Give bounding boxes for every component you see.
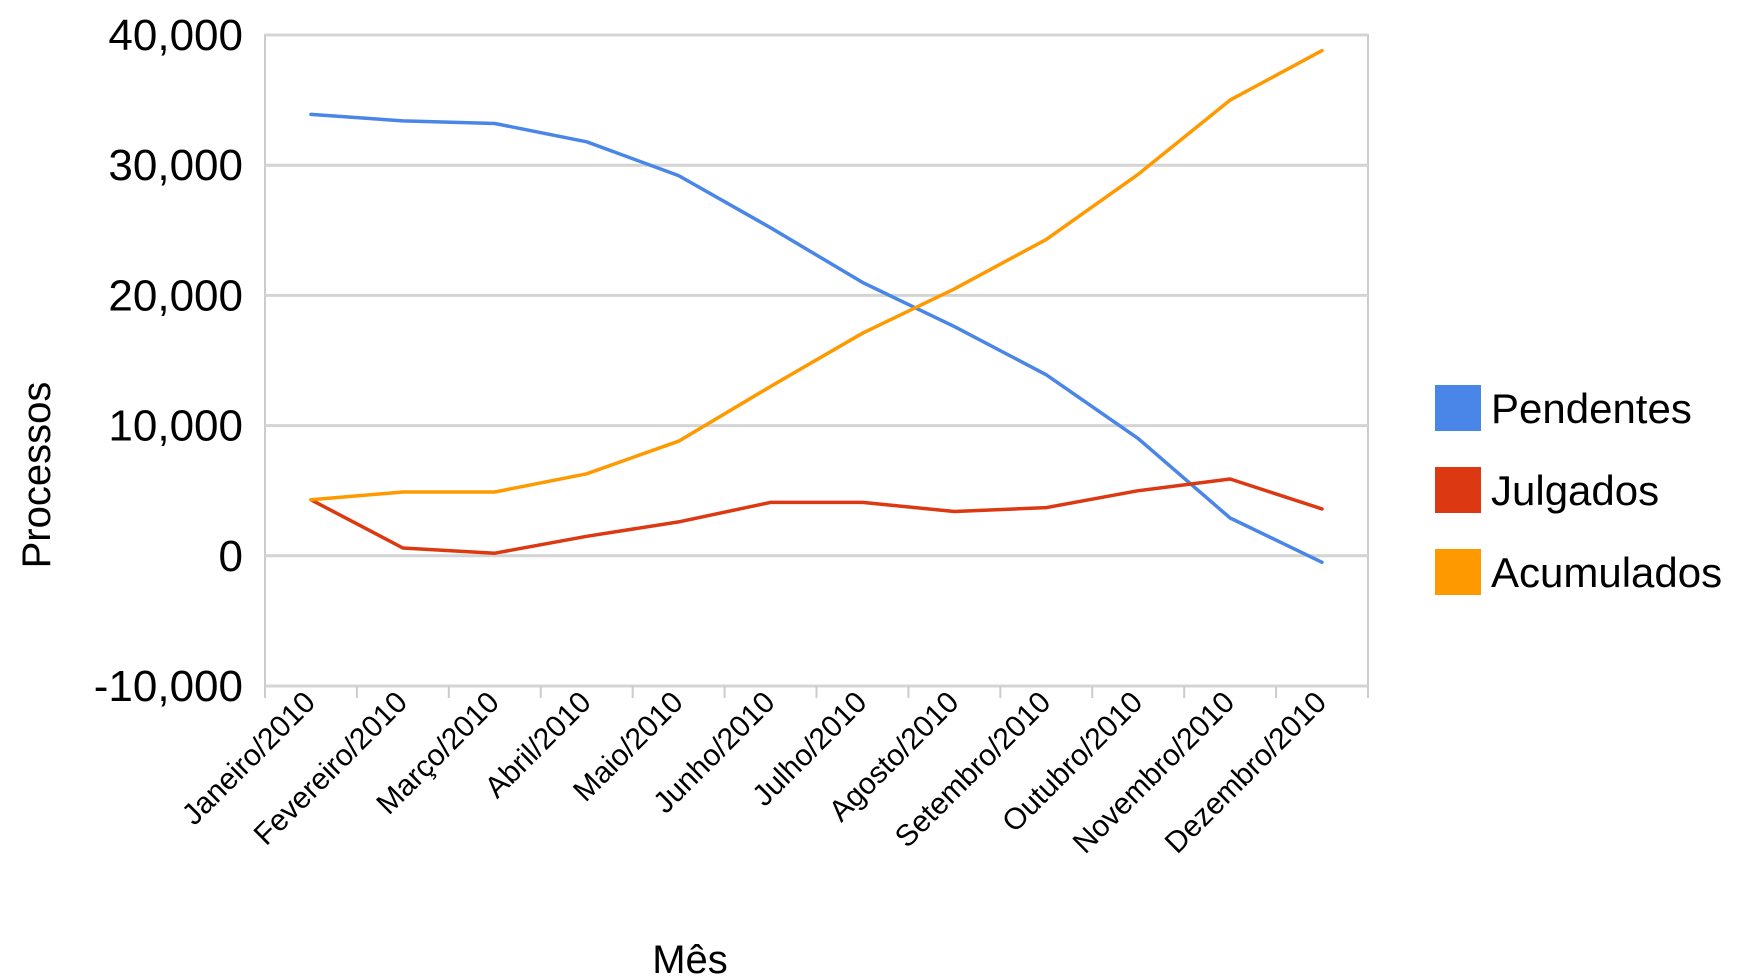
- y-tick-label: 30,000: [108, 141, 243, 190]
- y-tick-label: 20,000: [108, 271, 243, 320]
- x-tick-label: Dezembro/2010: [1159, 686, 1333, 860]
- series-line-julgados: [309, 477, 1324, 555]
- legend-swatch: [1435, 467, 1481, 513]
- legend-swatch: [1435, 385, 1481, 431]
- y-tick-label: 0: [219, 532, 243, 581]
- legend-item-pendentes: Pendentes: [1435, 385, 1692, 432]
- legend-label: Pendentes: [1491, 385, 1692, 432]
- series-line-acumulados: [309, 48, 1324, 502]
- y-tick-label: 10,000: [108, 402, 243, 451]
- y-tick-label: -10,000: [94, 662, 243, 711]
- legend-item-acumulados: Acumulados: [1435, 549, 1722, 596]
- x-axis-title: Mês: [652, 938, 728, 980]
- legend-label: Julgados: [1491, 467, 1659, 514]
- x-tick-label: Setembro/2010: [889, 686, 1057, 854]
- x-axis-ticks: Janeiro/2010Fevereiro/2010Março/2010Abri…: [176, 686, 1369, 860]
- y-tick-label: 40,000: [108, 11, 243, 60]
- y-axis-title: Processos: [15, 382, 59, 569]
- y-axis-ticks: -10,000 0 10,000 20,000 30,000 40,000: [94, 11, 243, 711]
- legend-swatch: [1435, 549, 1481, 595]
- series-line-pendentes: [309, 112, 1324, 565]
- x-tick-label: Novembro/2010: [1067, 686, 1241, 860]
- legend-item-julgados: Julgados: [1435, 467, 1659, 514]
- series-lines: [309, 48, 1324, 565]
- legend-label: Acumulados: [1491, 549, 1722, 596]
- legend: Pendentes Julgados Acumulados: [1435, 385, 1722, 596]
